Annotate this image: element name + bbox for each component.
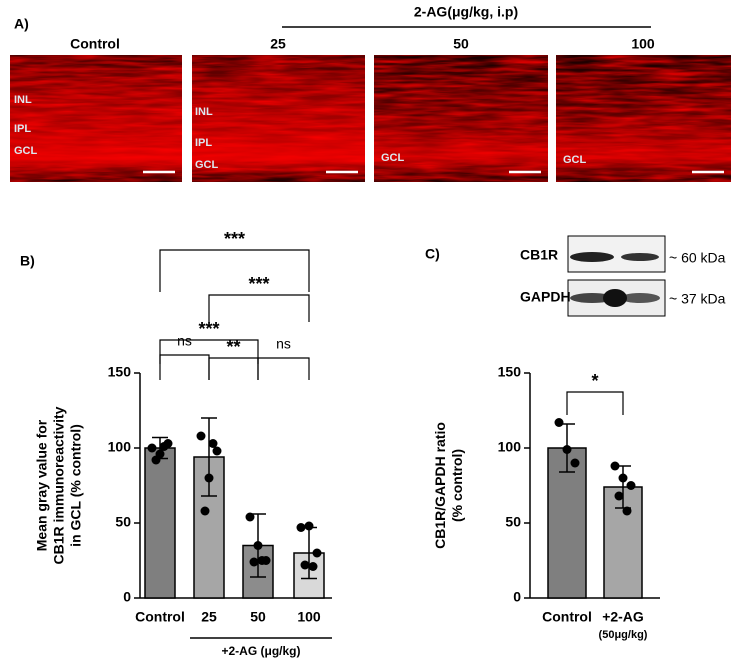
- significance-label: ***: [198, 319, 219, 339]
- y-axis-label: CB1R immunoreactivity: [51, 406, 67, 564]
- data-point: [245, 512, 255, 522]
- data-point: [312, 548, 322, 558]
- data-point: [249, 557, 259, 567]
- y-tick-label: 0: [123, 589, 131, 605]
- significance-bracket: [208, 294, 310, 322]
- data-point: [200, 506, 210, 516]
- band: [570, 252, 614, 262]
- western-blot: [567, 235, 666, 317]
- y-tick-label: 150: [108, 364, 132, 380]
- panel-label: C): [425, 246, 440, 262]
- data-point: [626, 481, 636, 490]
- y-axis-label: Mean gray value for: [34, 419, 50, 551]
- treatment-label: 2-AG(μg/kg, i.p): [414, 4, 518, 20]
- data-point: [147, 443, 157, 453]
- bar: [144, 447, 176, 599]
- data-point: [562, 445, 572, 454]
- significance-label: ns: [276, 336, 291, 352]
- band: [603, 289, 627, 307]
- band-size: ~ 60 kDa: [669, 250, 726, 266]
- band: [621, 253, 659, 261]
- micrographs: [10, 55, 731, 182]
- significance-bracket: [208, 357, 259, 380]
- panel-label: B): [20, 253, 35, 269]
- data-point: [151, 455, 161, 465]
- y-axis-label: (% control): [449, 449, 465, 522]
- data-point: [304, 521, 314, 531]
- texture: [556, 55, 731, 182]
- significance-label: ***: [224, 229, 245, 249]
- y-tick-label: 0: [513, 589, 521, 605]
- group-label: +2-AG (μg/kg): [221, 644, 300, 658]
- y-tick-label: 100: [498, 439, 522, 455]
- significance-bracket: [159, 354, 210, 380]
- data-point: [159, 442, 169, 451]
- data-point: [257, 556, 267, 565]
- panel-label: A): [14, 16, 29, 32]
- y-tick-label: 150: [498, 364, 522, 380]
- x-tick-label: 100: [297, 609, 321, 625]
- significance-bracket: [257, 357, 310, 380]
- data-point: [296, 523, 306, 532]
- blot-row-label: GAPDH: [520, 289, 571, 305]
- texture: [192, 55, 365, 182]
- bar: [547, 447, 587, 599]
- x-tick-label: Control: [135, 609, 185, 625]
- blot-row-label: CB1R: [520, 247, 558, 263]
- data-point: [204, 473, 214, 483]
- layer-label: GCL: [14, 145, 38, 157]
- band: [570, 293, 614, 303]
- band: [620, 293, 660, 303]
- layer-label: IPL: [195, 137, 212, 149]
- significance-bracket: [159, 339, 259, 364]
- y-tick-label: 50: [115, 514, 131, 530]
- data-point: [610, 461, 620, 471]
- data-point: [554, 418, 564, 427]
- x-tick-label: Control: [542, 609, 592, 625]
- category-note: (50μg/kg): [599, 629, 648, 641]
- y-axis-label: CB1R/GAPDH ratio: [432, 422, 448, 549]
- band-size: ~ 37 kDa: [669, 291, 726, 307]
- column-title: 100: [631, 36, 655, 52]
- x-tick-label: 25: [201, 609, 217, 625]
- layer-label: INL: [14, 94, 32, 106]
- data-point: [618, 473, 628, 483]
- column-title: 25: [270, 36, 286, 52]
- x-tick-label: +2-AG: [602, 609, 644, 625]
- y-tick-label: 100: [108, 439, 132, 455]
- layer-label: GCL: [563, 154, 587, 166]
- data-point: [253, 541, 263, 550]
- data-point: [208, 439, 218, 448]
- y-tick-label: 50: [505, 514, 521, 530]
- x-tick-label: 50: [250, 609, 266, 625]
- significance-bracket: [566, 391, 624, 415]
- data-point: [308, 562, 318, 571]
- layer-label: GCL: [195, 159, 219, 171]
- data-point: [196, 431, 206, 441]
- layer-label: IPL: [14, 123, 31, 135]
- significance-label: *: [591, 371, 598, 391]
- data-point: [614, 491, 624, 501]
- significance-label: ***: [248, 274, 269, 294]
- column-title: Control: [70, 36, 120, 52]
- data-point: [300, 560, 310, 570]
- texture: [10, 55, 182, 182]
- significance-bracket: [159, 249, 310, 292]
- column-title: 50: [453, 36, 469, 52]
- error-bar: [201, 417, 217, 497]
- significance-label: ns: [177, 333, 192, 349]
- y-axis-label: in GCL (% control): [68, 424, 84, 547]
- data-point: [212, 446, 222, 456]
- texture: [374, 55, 548, 182]
- data-point: [622, 506, 632, 516]
- layer-label: GCL: [381, 152, 405, 164]
- layer-label: INL: [195, 106, 213, 118]
- data-point: [570, 458, 580, 468]
- significance-label: **: [226, 337, 240, 357]
